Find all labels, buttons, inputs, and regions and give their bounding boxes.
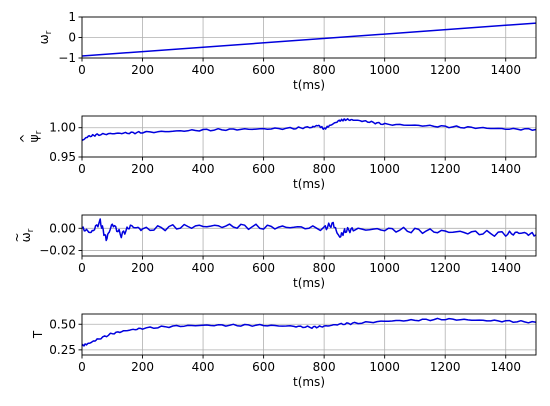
series-line: [81, 317, 537, 347]
x-tick-label: 600: [252, 162, 275, 176]
x-axis-label: t(ms): [293, 276, 325, 290]
axes-frame: [81, 214, 537, 257]
svg-text:T: T: [31, 330, 45, 339]
subplot-4: 0 200 400 600 800 1000 1200 1400 0.25 0.50 t(ms) T: [31, 313, 537, 389]
x-tick-label: 200: [131, 261, 154, 275]
x-tick-label: 1400: [490, 162, 521, 176]
y-tick-label: 0: [68, 31, 76, 45]
x-tick-label: 0: [78, 63, 86, 77]
series-line: [81, 118, 537, 142]
x-tick-label: 1000: [369, 360, 400, 374]
y-axis-label-accent: ~: [10, 232, 24, 242]
x-tick-label: 1400: [490, 360, 521, 374]
y-axis-label: ψr^: [18, 130, 44, 143]
svg-text:ψr: ψr: [27, 130, 44, 142]
x-tick-label: 200: [131, 162, 154, 176]
subplot-2: 0 200 400 600 800 1000 1200 1400 0.95 1.00 t(ms) ψr…: [18, 115, 537, 191]
y-tick-label: −1: [58, 51, 76, 65]
y-axis-label: ωr~: [10, 228, 36, 242]
x-tick-label: 800: [313, 360, 336, 374]
x-tick-label: 1000: [369, 162, 400, 176]
x-tick-label: 1200: [430, 63, 461, 77]
x-tick-label: 1400: [490, 261, 521, 275]
svg-text:ωr: ωr: [37, 30, 54, 44]
y-axis-label: T: [31, 330, 45, 339]
y-tick-label: −0.02: [39, 243, 76, 257]
axes-frame: [81, 313, 537, 356]
x-tick-label: 1200: [430, 360, 461, 374]
y-tick-label: 0.00: [49, 221, 76, 235]
x-tick-label: 800: [313, 63, 336, 77]
x-tick-label: 1200: [430, 261, 461, 275]
subplot-3: 0 200 400 600 800 1000 1200 1400 −0.02 0.00 t(ms) ω…: [10, 214, 537, 290]
x-tick-label: 600: [252, 261, 275, 275]
x-axis-label: t(ms): [293, 177, 325, 191]
x-tick-label: 0: [78, 162, 86, 176]
x-tick-label: 400: [192, 360, 215, 374]
y-tick-label: 0.50: [49, 317, 76, 331]
x-tick-label: 0: [78, 261, 86, 275]
x-tick-label: 1000: [369, 63, 400, 77]
svg-text:ωr: ωr: [19, 228, 36, 242]
y-axis-label-accent: ^: [18, 133, 32, 143]
x-tick-label: 1200: [430, 162, 461, 176]
y-tick-label: 1: [68, 10, 76, 24]
x-tick-label: 0: [78, 360, 86, 374]
axes-frame: [81, 115, 537, 158]
x-tick-label: 800: [313, 162, 336, 176]
x-tick-label: 1000: [369, 261, 400, 275]
x-tick-label: 1400: [490, 63, 521, 77]
x-tick-label: 800: [313, 261, 336, 275]
x-tick-label: 200: [131, 360, 154, 374]
x-tick-label: 400: [192, 63, 215, 77]
x-axis-label: t(ms): [293, 375, 325, 389]
series-line: [81, 218, 537, 242]
series-line: [81, 22, 537, 57]
y-axis-label: ωr: [37, 30, 54, 44]
x-tick-label: 400: [192, 162, 215, 176]
x-tick-label: 200: [131, 63, 154, 77]
x-tick-label: 600: [252, 360, 275, 374]
x-axis-label: t(ms): [293, 78, 325, 92]
x-tick-label: 600: [252, 63, 275, 77]
y-tick-label: 1.00: [49, 121, 76, 135]
y-tick-label: 0.95: [49, 150, 76, 164]
y-tick-label: 0.25: [49, 343, 76, 357]
x-tick-label: 400: [192, 261, 215, 275]
